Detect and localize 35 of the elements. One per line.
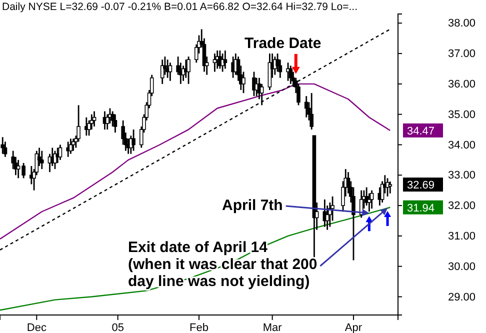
x-tick-label: Dec (26, 322, 47, 333)
data-label: 34.47 (407, 125, 435, 138)
y-tick-label: 38.00 (448, 18, 476, 30)
chart-title: Daily NYSE L=32.69 -0.07 -0.21% B=0.01 A=66.82 O=32.64 Hi=32.79 Lo=... (2, 1, 358, 13)
candlestick (223, 50, 228, 70)
candlestick (53, 150, 57, 170)
candlestick (3, 140, 8, 158)
y-tick-label: 29.00 (448, 291, 476, 304)
y-tick-label: 32.00 (448, 200, 476, 212)
x-tick-label: Feb (190, 322, 208, 333)
data-label: 31.94 (407, 202, 435, 214)
candlestick (58, 144, 62, 161)
y-tick-label: 37.00 (448, 48, 476, 60)
y-tick-label: 35.00 (448, 108, 476, 121)
candlestick (310, 92, 314, 130)
candlestick (220, 52, 224, 72)
candlestick (113, 114, 118, 134)
annotation: April 7th (222, 197, 283, 214)
candlestick (288, 64, 293, 85)
annotation: Trade Date (244, 34, 322, 52)
candlestick (388, 180, 392, 194)
text: 32.69 (407, 180, 435, 192)
candlestick (304, 95, 308, 118)
y-tick-label: 33.00 (448, 170, 476, 182)
x-tick-label: Mar (262, 322, 282, 333)
x-tick-label: Apr (344, 322, 362, 333)
candlestick (0, 136, 5, 155)
candlestick (186, 56, 190, 85)
y-tick-label: 34.00 (448, 139, 476, 152)
candlestick (92, 110, 96, 128)
y-tick-label: 36.00 (448, 78, 476, 90)
x-tick-label: 05 (112, 322, 124, 333)
y-tick-label: 31.00 (448, 230, 476, 242)
y-tick-label: 30.00 (448, 260, 476, 273)
candlestick (132, 128, 136, 152)
